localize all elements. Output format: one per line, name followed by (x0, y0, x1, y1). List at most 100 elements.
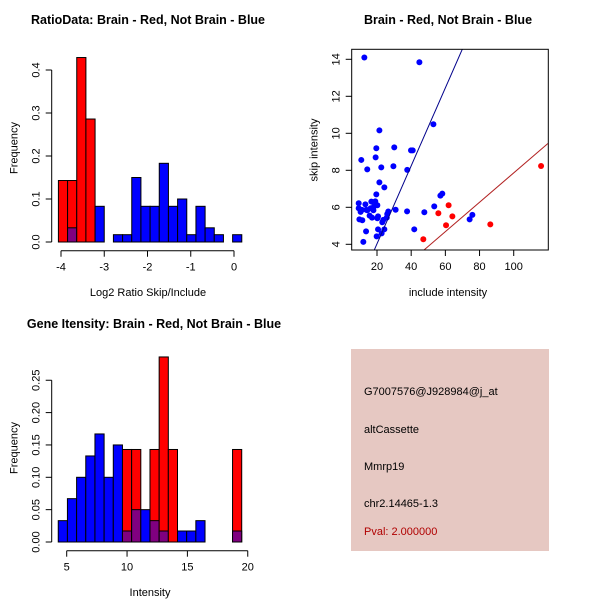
scatter-point-not-brain (409, 147, 416, 154)
scatter-point-brain (487, 221, 494, 228)
histogram-bar-overlap (131, 509, 142, 543)
scatter-point-not-brain (411, 226, 418, 233)
x-tick-label: -3 (99, 262, 109, 274)
histogram-bar-not-brain (195, 205, 206, 243)
scatter-point-not-brain (373, 145, 380, 152)
scatter-point-not-brain (362, 201, 369, 208)
scatter-point-not-brain (421, 209, 428, 216)
scatter-point-not-brain (375, 226, 382, 233)
histogram-bar-not-brain (149, 205, 160, 243)
histogram-bar-not-brain (167, 205, 179, 243)
scatter-point-not-brain (358, 156, 365, 163)
histogram-bar-not-brain (204, 227, 215, 243)
x-tick-label: 80 (473, 261, 485, 273)
scatter-point-not-brain (363, 228, 370, 235)
y-tick-label: 0.00 (31, 531, 43, 552)
histogram-bar-not-brain (186, 234, 197, 243)
x-tick-label: 100 (505, 261, 523, 273)
plot-frame (351, 48, 549, 251)
scatter-point-not-brain (355, 200, 362, 207)
y-axis-label: Frequency (8, 422, 20, 474)
histogram-bar-brain (232, 448, 243, 543)
scatter-point-not-brain (376, 127, 383, 134)
scatter-point-not-brain (373, 233, 380, 240)
x-tick-label: -2 (143, 262, 153, 274)
probe-id: G7007576@J928984@j_at (364, 386, 498, 398)
scatter-point-not-brain (376, 179, 383, 186)
scatter-point-not-brain (364, 166, 371, 173)
y-tick-label: 14 (331, 53, 343, 65)
scatter-point-not-brain (390, 163, 397, 170)
histogram-bar-overlap (149, 520, 160, 543)
y-tick-label: 0.2 (31, 148, 43, 163)
histogram-bar-not-brain (158, 162, 169, 243)
y-tick-label: 12 (331, 90, 343, 102)
histogram-bar-overlap (158, 530, 169, 543)
histogram-bar-brain (158, 356, 169, 543)
histogram-bar-not-brain (57, 520, 68, 543)
y-tick-label: 0.10 (31, 467, 43, 488)
scatter-point-brain (538, 163, 545, 170)
histogram-bar-not-brain (66, 498, 78, 543)
scatter-point-not-brain (378, 164, 385, 171)
x-axis-label: Intensity (130, 587, 171, 599)
y-tick-label: 4 (331, 241, 343, 247)
y-tick-label: 0.0 (31, 234, 43, 249)
histogram-bar-not-brain (122, 234, 133, 243)
histogram-bar-not-brain (85, 455, 96, 543)
histogram-bar-not-brain (232, 234, 243, 243)
scatter-point-brain (443, 222, 450, 229)
histogram-bar-brain (121, 448, 133, 543)
fit-line-not-brain (373, 49, 463, 250)
histogram-bar-not-brain (103, 476, 114, 543)
scatter-point-not-brain (359, 217, 366, 224)
y-axis-label: skip intensity (308, 118, 320, 181)
x-tick-label: 60 (439, 261, 451, 273)
fit-line-brain (423, 143, 549, 250)
scatter-point-not-brain (381, 184, 388, 191)
histogram-bar-not-brain (177, 198, 188, 243)
scatter-point-not-brain (373, 191, 380, 198)
pval-text: Pval: 2.000000 (364, 526, 438, 538)
scatter-point-not-brain (391, 144, 398, 151)
y-tick-label: 0.05 (31, 499, 43, 520)
y-tick-label: 6 (331, 204, 343, 210)
histogram-bar-not-brain (140, 509, 151, 543)
x-tick-label: 20 (242, 562, 254, 574)
scatter-point-not-brain (361, 54, 368, 61)
chart-title: Brain - Red, Not Brain - Blue (364, 13, 532, 27)
y-axis-label: Frequency (8, 122, 20, 174)
scatter-point-not-brain (372, 154, 379, 161)
x-tick-label: 20 (371, 261, 383, 273)
histogram-bar-not-brain (140, 205, 151, 243)
scatter-point-brain (449, 213, 456, 220)
info-panel: G7007576@J928984@j_at altCassette Mmrp19… (351, 349, 549, 551)
gene-name: Mmrp19 (364, 461, 405, 473)
y-tick-label: 10 (331, 127, 343, 139)
event-type: altCassette (364, 424, 420, 436)
x-tick-label: 0 (231, 262, 237, 274)
scatter-point-not-brain (431, 203, 438, 210)
scatter-point-not-brain (379, 219, 386, 226)
scatter-point-not-brain (439, 190, 446, 197)
scatter-point-not-brain (469, 211, 476, 218)
histogram-bar-overlap (232, 530, 243, 543)
x-tick-label: 40 (405, 261, 417, 273)
scatter-point-not-brain (360, 238, 367, 245)
x-tick-label: 10 (121, 562, 133, 574)
histogram-bar-overlap (67, 227, 78, 243)
x-tick-label: -1 (186, 262, 196, 274)
histogram-bar-not-brain (76, 476, 87, 543)
histogram-bar-not-brain (195, 520, 206, 543)
histogram-bar-not-brain (112, 444, 123, 543)
x-tick-label: -4 (56, 262, 66, 274)
histogram-bar-overlap (121, 530, 133, 543)
scatter-point-not-brain (392, 206, 399, 213)
histogram-bar-not-brain (213, 234, 224, 243)
y-tick-label: 8 (331, 167, 343, 173)
histogram-bar-not-brain (177, 530, 188, 543)
scatter-point-brain (420, 236, 427, 243)
histogram-bar-brain (76, 57, 87, 243)
x-tick-label: 15 (181, 562, 193, 574)
scatter-point-not-brain (369, 214, 376, 221)
